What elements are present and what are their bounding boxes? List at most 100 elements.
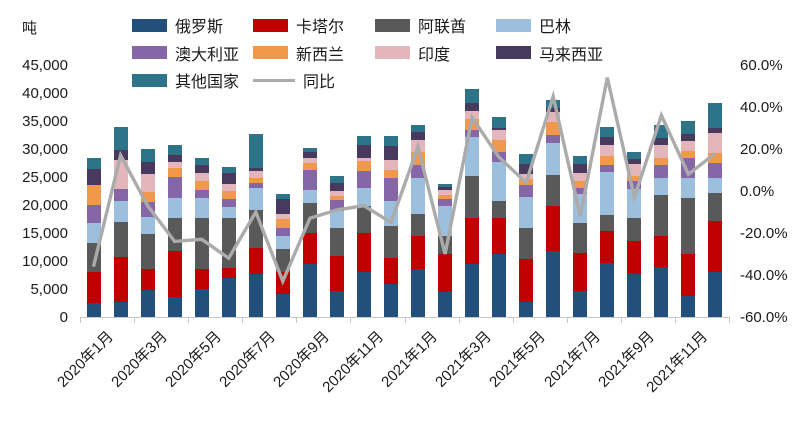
bar-segment-阿联酋 xyxy=(627,217,642,241)
legend-swatch-icon xyxy=(496,18,531,32)
bar-segment-马来西亚 xyxy=(627,159,642,165)
bar-segment-澳大利亚 xyxy=(438,199,453,207)
bar-segment-澳大利亚 xyxy=(383,178,398,202)
bar-segment-新西兰 xyxy=(356,161,371,172)
legend-item-2: 卡塔尔 xyxy=(253,15,344,36)
y-left-tick-label: 5,000 xyxy=(30,280,68,298)
bar-segment-马来西亚 xyxy=(654,137,669,146)
bar-segment-巴林 xyxy=(383,201,398,227)
bar-segment-澳大利亚 xyxy=(681,157,696,178)
bar-segment-印度 xyxy=(329,190,344,197)
bar-segment-卡塔尔 xyxy=(356,232,371,273)
bar-segment-卡塔尔 xyxy=(600,231,615,263)
bar-segment-俄罗斯 xyxy=(356,272,371,317)
y-axis-unit-label: 吨 xyxy=(22,20,38,37)
legend-item-8: 马来西亚 xyxy=(496,43,603,64)
bar-segment-马来西亚 xyxy=(248,168,263,172)
x-axis-tick xyxy=(242,317,244,323)
x-axis-tick xyxy=(80,317,81,323)
bar-segment-阿联酋 xyxy=(356,206,371,233)
bar-segment-其他国家 xyxy=(519,153,534,165)
bar-segment-澳大利亚 xyxy=(194,189,209,199)
bar-segment-巴林 xyxy=(411,177,426,215)
bar-segment-阿联酋 xyxy=(221,218,236,268)
bar-segment-阿联酋 xyxy=(113,222,128,258)
y-left-tick-label: 20,000 xyxy=(22,196,68,214)
bar-segment-卡塔尔 xyxy=(681,254,696,296)
bar-segment-其他国家 xyxy=(681,121,696,135)
bar-segment-巴林 xyxy=(248,188,263,211)
bar-segment-澳大利亚 xyxy=(519,185,534,197)
y-left-tick-label: 10,000 xyxy=(22,252,68,270)
bar-segment-新西兰 xyxy=(140,192,155,203)
bar-segment-卡塔尔 xyxy=(519,259,534,303)
bar-segment-印度 xyxy=(221,184,236,191)
x-axis-tick xyxy=(729,317,730,323)
bar-segment-新西兰 xyxy=(438,194,453,200)
x-axis-label: 2020年1月 xyxy=(53,328,117,391)
x-axis-tick xyxy=(188,317,190,323)
bar-segment-印度 xyxy=(465,110,480,120)
y-left-tick-label: 45,000 xyxy=(22,56,68,74)
x-axis-tick xyxy=(296,317,298,323)
bar-segment-马来西亚 xyxy=(438,186,453,191)
bar-segment-新西兰 xyxy=(383,169,398,179)
bar-segment-澳大利亚 xyxy=(356,171,371,188)
bar-segment-印度 xyxy=(194,173,209,182)
bar-segment-巴林 xyxy=(167,198,182,219)
bar-segment-其他国家 xyxy=(194,157,209,165)
legend-label: 阿联酋 xyxy=(418,19,467,36)
bar-segment-新西兰 xyxy=(275,219,290,228)
legend-swatch-icon xyxy=(375,46,410,59)
bar-segment-其他国家 xyxy=(302,147,317,152)
bar-segment-巴林 xyxy=(681,177,696,198)
bar-segment-马来西亚 xyxy=(411,131,426,141)
x-axis-tick xyxy=(620,317,622,323)
bar-segment-印度 xyxy=(248,171,263,179)
bar-segment-阿联酋 xyxy=(167,218,182,252)
legend-item-3: 阿联酋 xyxy=(375,15,467,36)
bar-segment-印度 xyxy=(519,173,534,180)
bar-segment-新西兰 xyxy=(681,151,696,158)
bar-segment-卡塔尔 xyxy=(573,252,588,291)
legend-item-9: 其他国家 xyxy=(132,70,240,91)
bar-segment-俄罗斯 xyxy=(627,274,642,317)
bar-segment-阿联酋 xyxy=(275,249,290,273)
bar-segment-新西兰 xyxy=(492,140,507,152)
bar-segment-巴林 xyxy=(356,187,371,207)
bar-segment-马来西亚 xyxy=(383,146,398,160)
x-axis-label: 2021年7月 xyxy=(540,328,604,391)
bar-segment-新西兰 xyxy=(248,178,263,184)
bar-segment-俄罗斯 xyxy=(383,284,398,317)
bar-segment-阿联酋 xyxy=(411,214,426,236)
bar-segment-马来西亚 xyxy=(546,108,561,112)
y-left-tick-label: 30,000 xyxy=(22,140,68,158)
bar-segment-其他国家 xyxy=(383,136,398,147)
bar-segment-澳大利亚 xyxy=(248,183,263,189)
bar-segment-俄罗斯 xyxy=(194,289,209,317)
bar-segment-其他国家 xyxy=(411,124,426,132)
bar-segment-俄罗斯 xyxy=(519,302,534,317)
bar-segment-澳大利亚 xyxy=(600,164,615,172)
bar-segment-印度 xyxy=(438,190,453,195)
bar-segment-卡塔尔 xyxy=(194,269,209,290)
bar-segment-阿联酋 xyxy=(438,236,453,255)
bar-segment-阿联酋 xyxy=(194,218,209,270)
bar-segment-其他国家 xyxy=(654,125,669,138)
bar-segment-卡塔尔 xyxy=(465,217,480,265)
bar-segment-巴林 xyxy=(465,136,480,177)
legend-label: 其他国家 xyxy=(175,74,240,91)
bar-segment-巴林 xyxy=(600,171,615,215)
bar-segment-澳大利亚 xyxy=(573,187,588,195)
bar-segment-印度 xyxy=(627,164,642,176)
x-axis-tick xyxy=(674,317,676,323)
bar-segment-俄罗斯 xyxy=(681,295,696,317)
bar-segment-印度 xyxy=(302,158,317,164)
bar-segment-阿联酋 xyxy=(681,197,696,255)
bar-segment-印度 xyxy=(140,173,155,193)
bar-segment-马来西亚 xyxy=(167,154,182,162)
bar-segment-俄罗斯 xyxy=(438,292,453,317)
bar-segment-印度 xyxy=(681,141,696,152)
bar-segment-卡塔尔 xyxy=(492,217,507,255)
yoy-line-path xyxy=(91,77,717,286)
